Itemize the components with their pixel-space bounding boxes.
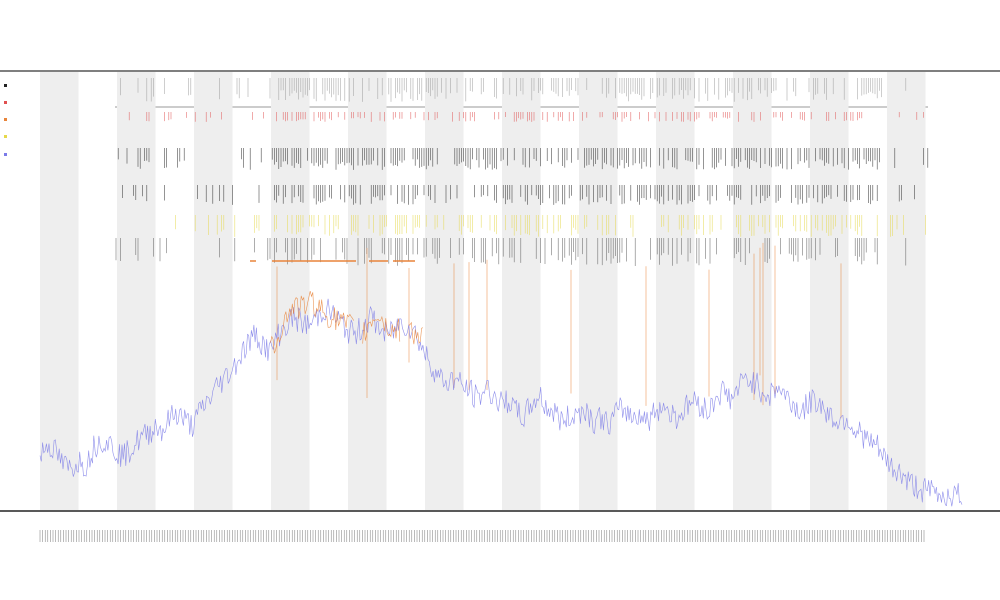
event-tick-tracks [115, 78, 929, 419]
legend-swatch-5 [4, 153, 7, 156]
background-band [810, 72, 849, 510]
series-line-1 [39, 298, 963, 507]
legend [4, 84, 7, 156]
background-band [502, 72, 541, 510]
series-lines [39, 291, 963, 507]
background-band [40, 72, 79, 510]
x-axis-ticks [39, 530, 925, 542]
background-band [579, 72, 618, 510]
background-band [733, 72, 772, 510]
background-band [194, 72, 233, 510]
background-bands [40, 72, 926, 510]
series-line-2 [270, 291, 424, 354]
legend-swatch-4 [4, 135, 7, 138]
background-band [887, 72, 926, 510]
legend-swatch-2 [4, 101, 7, 104]
legend-swatch-1 [4, 84, 7, 87]
legend-swatch-3 [4, 118, 7, 121]
background-band [271, 72, 310, 510]
background-band [656, 72, 695, 510]
background-band [425, 72, 464, 510]
